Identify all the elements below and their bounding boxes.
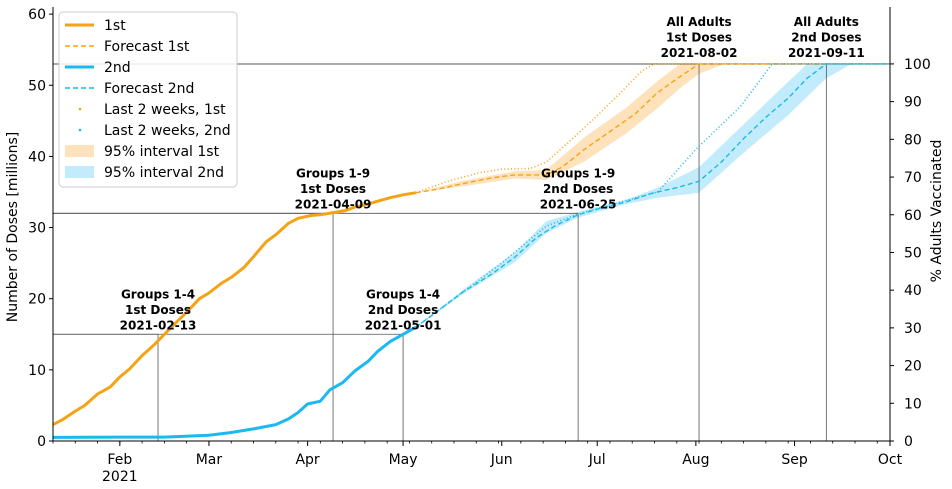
y2-tick-label: 90 — [904, 95, 922, 111]
y-tick-label: 30 — [28, 221, 46, 237]
legend-last-2-weeks-1st-label: Last 2 weeks, 1st — [104, 102, 226, 118]
milestone-label: 2021-04-09 — [295, 197, 372, 211]
y-tick-label: 50 — [28, 78, 46, 94]
x-tick-year-label: 2021 — [102, 469, 138, 485]
y2-tick-label: 100 — [904, 57, 931, 73]
x-tick-label: Jun — [490, 452, 513, 468]
series-last-2-weeks-2nd — [415, 63, 890, 328]
legend-last-2-weeks-2nd-label: Last 2 weeks, 2nd — [104, 123, 231, 139]
milestone-label: 1st Doses — [125, 303, 191, 317]
milestone-label: 2021-02-13 — [120, 318, 197, 332]
y-tick-label: 10 — [28, 363, 46, 379]
milestone-label: 2nd Doses — [791, 31, 861, 45]
x-tick-label: Feb — [107, 452, 132, 468]
y2-tick-label: 60 — [904, 208, 922, 224]
y2-tick-label: 30 — [904, 321, 922, 337]
milestone-label: Groups 1-9 — [541, 166, 615, 180]
band-95-interval-2nd — [415, 63, 852, 328]
x-tick-label: May — [389, 452, 418, 468]
milestone-label: 2nd Doses — [368, 303, 438, 317]
series-last-2-weeks-1st — [415, 63, 890, 194]
y2-tick-label: 80 — [904, 132, 922, 148]
band-95-interval-1st — [415, 63, 725, 193]
legend-95-interval-1st-swatch — [65, 145, 94, 157]
legend-forecast-2nd-label: Forecast 2nd — [104, 81, 194, 97]
x-tick-label: Jul — [588, 452, 606, 468]
data-series — [52, 63, 890, 439]
y-tick-label: 0 — [37, 434, 46, 450]
y2-tick-label: 40 — [904, 283, 922, 299]
legend-95-interval-1st-label: 95% interval 1st — [104, 144, 220, 160]
series-1st — [52, 191, 417, 426]
y2-tick-label: 10 — [904, 396, 922, 412]
legend-forecast-1st-label: Forecast 1st — [104, 39, 190, 55]
y2-tick-label: 50 — [904, 245, 922, 261]
milestone-label: 1st Doses — [300, 182, 366, 196]
legend: 1st Forecast 1st 2nd Forecast 2nd Last 2 wee… — [58, 11, 238, 188]
y-axis-label-right: % Adults Vaccinated — [929, 140, 945, 283]
y-tick-label: 60 — [28, 7, 46, 23]
x-tick-label: Mar — [196, 452, 223, 468]
legend-1st-label: 1st — [104, 18, 126, 34]
milestone-label: Groups 1-9 — [296, 166, 370, 180]
y2-tick-label: 70 — [904, 170, 922, 186]
y-axis-label-left: Number of Doses [millions] — [5, 132, 21, 322]
y2-tick-label: 20 — [904, 359, 922, 375]
milestone-label: 2021-05-01 — [365, 318, 442, 332]
x-tick-label: Oct — [878, 452, 903, 468]
legend-last-2-weeks-1st-swatch — [78, 107, 82, 111]
milestone-label: Groups 1-4 — [366, 287, 440, 301]
series-forecast-1st — [415, 63, 890, 194]
milestone-label: Groups 1-4 — [121, 287, 195, 301]
milestone-label: 2021-09-11 — [788, 46, 865, 60]
milestone-label: 2021-08-02 — [661, 46, 738, 60]
legend-box — [58, 11, 238, 188]
milestone-label: 2nd Doses — [543, 182, 613, 196]
legend-95-interval-2nd-swatch — [65, 166, 94, 178]
axes: 01020304050600102030405060708090100Feb20… — [28, 7, 931, 485]
milestone-label: All Adults — [794, 15, 859, 29]
y-tick-label: 20 — [28, 292, 46, 308]
x-tick-label: Sep — [781, 452, 808, 468]
legend-2nd-label: 2nd — [104, 60, 131, 76]
series-forecast-2nd — [415, 63, 890, 328]
y-tick-label: 40 — [28, 149, 46, 165]
milestone-label: 2021-06-25 — [540, 197, 617, 211]
x-tick-label: Aug — [682, 452, 709, 468]
legend-last-2-weeks-2nd-swatch — [78, 128, 82, 132]
confidence-bands — [415, 63, 852, 328]
series-2nd — [52, 325, 417, 439]
legend-95-interval-2nd-label: 95% interval 2nd — [104, 165, 224, 181]
milestone-label: 1st Doses — [666, 31, 732, 45]
x-tick-label: Apr — [295, 452, 319, 468]
milestone-label: All Adults — [666, 15, 731, 29]
y2-tick-label: 0 — [904, 434, 913, 450]
